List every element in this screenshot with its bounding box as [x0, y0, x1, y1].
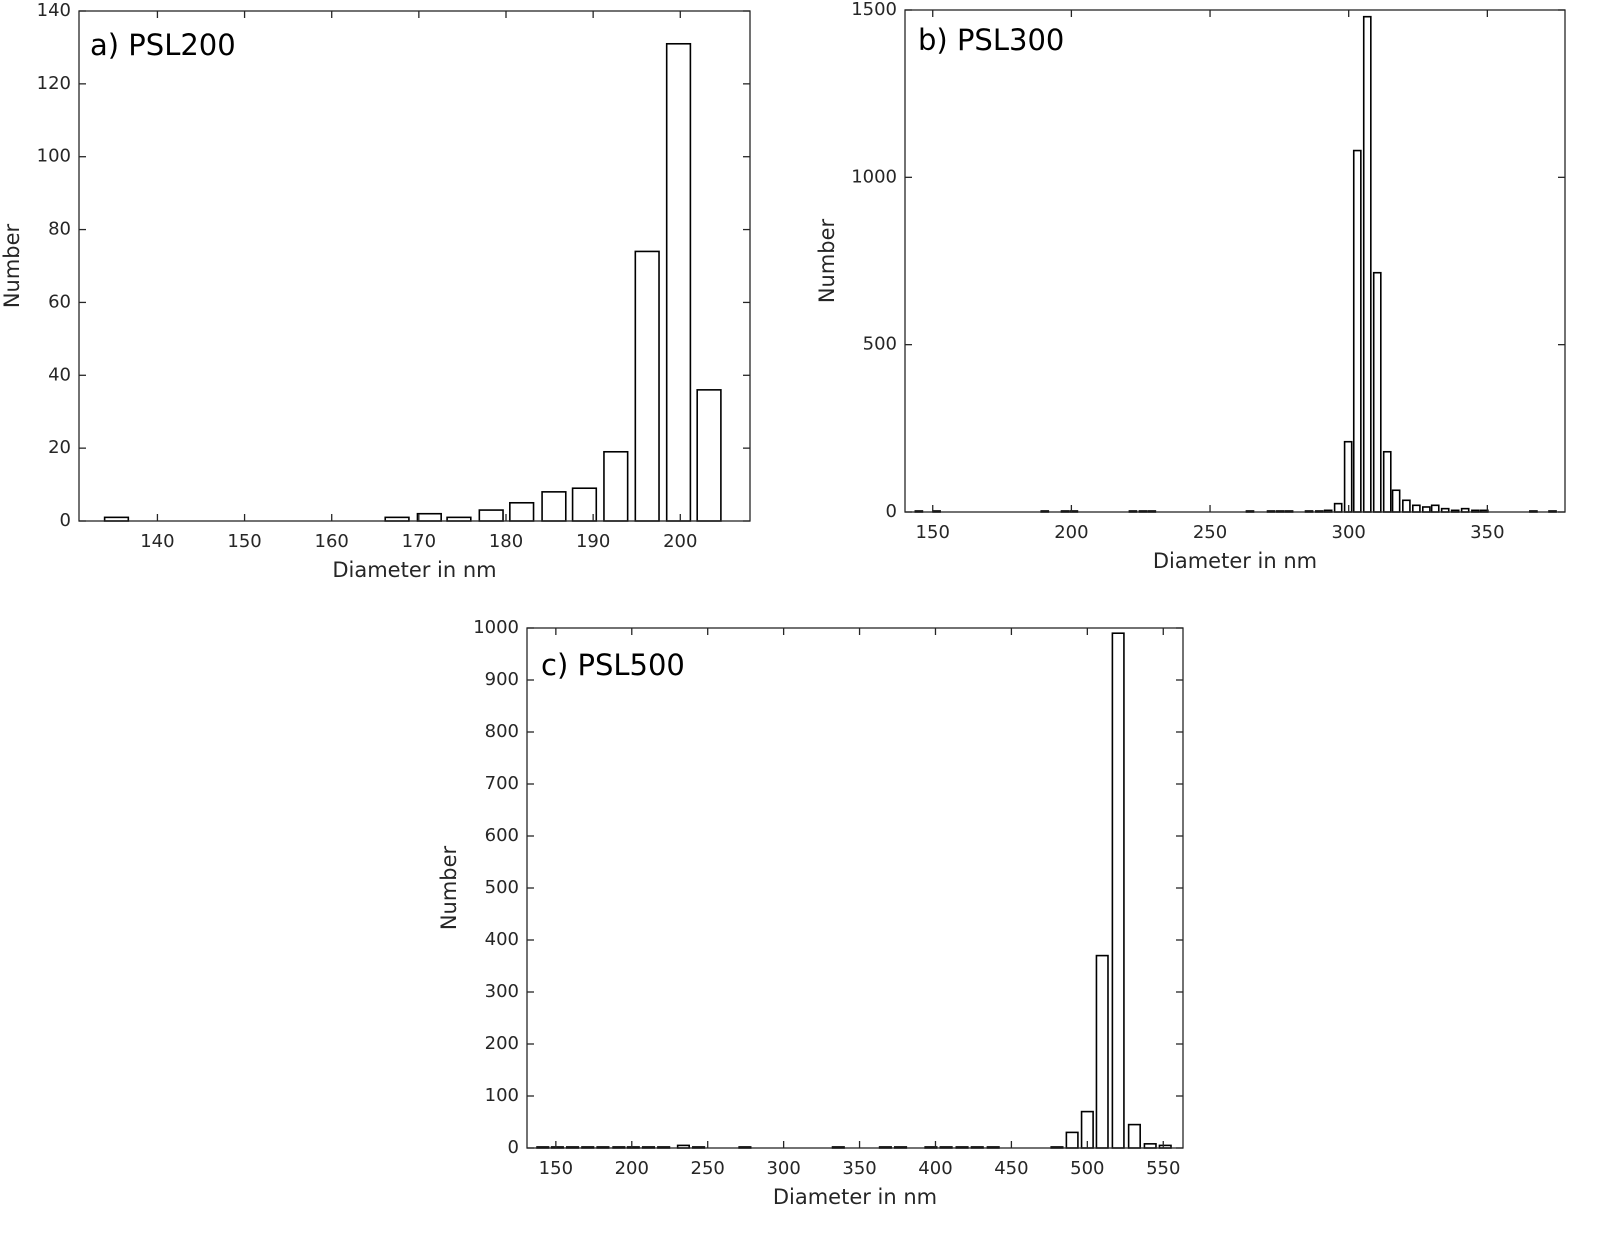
y-tick-label: 140: [37, 0, 71, 21]
x-tick-label: 150: [539, 1158, 573, 1179]
y-tick-label: 40: [48, 364, 71, 385]
bar: [1412, 504, 1421, 513]
bar: [1430, 504, 1440, 513]
bar: [634, 250, 660, 522]
bar: [1382, 450, 1392, 513]
y-tick-label: 900: [485, 669, 519, 690]
x-tick-label: 250: [691, 1158, 725, 1179]
y-tick-label: 600: [485, 825, 519, 846]
bar: [1333, 502, 1343, 513]
y-tick-label: 0: [60, 510, 71, 531]
x-tick-label: 200: [615, 1158, 649, 1179]
bar: [696, 389, 722, 522]
bar: [1095, 954, 1109, 1149]
y-tick-label: 500: [485, 877, 519, 898]
y-axis-label: Number: [437, 845, 461, 930]
x-tick-label: 400: [918, 1158, 952, 1179]
bar: [1402, 499, 1411, 513]
x-tick-label: 190: [576, 531, 610, 552]
y-tick-label: 1000: [473, 617, 519, 638]
bar: [1372, 271, 1382, 513]
y-tick-label: 700: [485, 773, 519, 794]
bar: [1391, 489, 1401, 513]
x-axis-label: Diameter in nm: [1153, 549, 1317, 573]
bar: [665, 42, 692, 522]
bar: [509, 501, 535, 522]
x-tick-label: 300: [766, 1158, 800, 1179]
bar: [1362, 15, 1372, 513]
chart-panel: 0 100 200 300 400 500 600 700 800 900 1000 150 200 25…: [437, 617, 1184, 1209]
axes-box: [526, 627, 1184, 1149]
x-tick-label: 150: [227, 531, 261, 552]
y-tick-label: 80: [48, 219, 71, 240]
panel-title: b) PSL300: [918, 23, 1064, 57]
x-tick-label: 200: [663, 531, 697, 552]
axes-box: [904, 9, 1566, 513]
y-tick-label: 120: [37, 73, 71, 94]
chart-panel: 0 500 1000 1500 150 200 250 300 350 Diameter in n…: [815, 0, 1566, 573]
panel-title: c) PSL500: [541, 648, 685, 682]
x-tick-label: 500: [1070, 1158, 1104, 1179]
panel-title: a) PSL200: [90, 28, 236, 62]
bar: [541, 491, 567, 522]
bar: [1352, 149, 1362, 513]
y-tick-label: 500: [863, 334, 897, 355]
x-tick-label: 250: [1193, 522, 1227, 543]
bar: [1421, 506, 1431, 513]
y-axis-label: Number: [815, 218, 839, 303]
x-tick-label: 350: [842, 1158, 876, 1179]
y-tick-label: 20: [48, 437, 71, 458]
y-tick-label: 1500: [851, 0, 897, 20]
y-tick-label: 200: [485, 1033, 519, 1054]
y-tick-label: 60: [48, 291, 71, 312]
axes-box: [78, 10, 751, 522]
bar: [416, 512, 442, 522]
y-tick-label: 800: [485, 721, 519, 742]
y-axis-label: Number: [0, 223, 24, 308]
x-tick-label: 160: [315, 531, 349, 552]
y-tick-label: 0: [508, 1137, 519, 1158]
x-tick-label: 200: [1054, 522, 1088, 543]
y-tick-label: 100: [37, 146, 71, 167]
x-tick-label: 150: [916, 522, 950, 543]
x-tick-label: 170: [402, 531, 436, 552]
x-tick-label: 140: [140, 531, 174, 552]
bar: [1343, 440, 1353, 513]
x-tick-label: 550: [1146, 1158, 1180, 1179]
bar: [603, 450, 629, 522]
x-tick-label: 350: [1470, 522, 1504, 543]
bar: [1127, 1123, 1141, 1149]
y-tick-label: 1000: [851, 166, 897, 187]
chart-panel: 0 20 40 60 80 100 120 140 140 150 160 170 180 190 200 D…: [0, 0, 751, 582]
bar: [1065, 1131, 1079, 1149]
x-tick-label: 300: [1332, 522, 1366, 543]
x-axis-label: Diameter in nm: [773, 1185, 937, 1209]
y-tick-label: 400: [485, 929, 519, 950]
y-tick-label: 300: [485, 981, 519, 1002]
x-tick-label: 180: [489, 531, 523, 552]
x-tick-label: 450: [994, 1158, 1028, 1179]
bar: [478, 509, 504, 522]
bar: [1111, 632, 1125, 1149]
x-axis-label: Diameter in nm: [332, 558, 496, 582]
y-tick-label: 0: [886, 501, 897, 522]
y-tick-label: 100: [485, 1085, 519, 1106]
